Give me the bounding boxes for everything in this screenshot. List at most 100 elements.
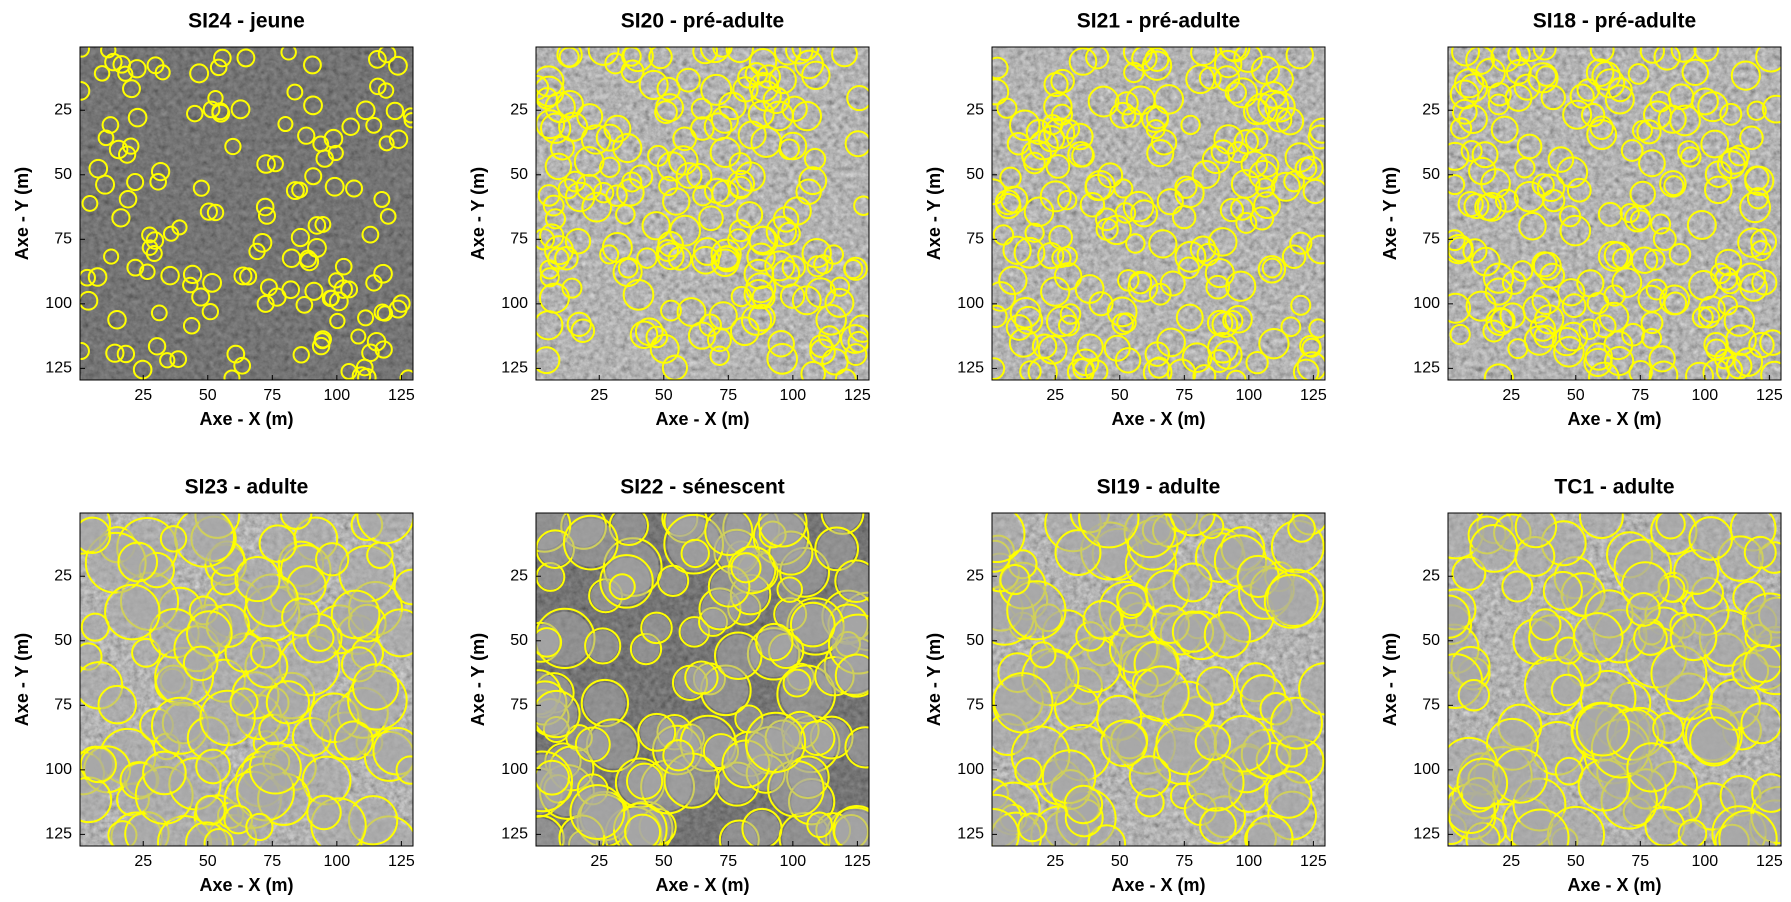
crown-outline (1448, 292, 1472, 324)
crown (536, 629, 560, 656)
crown-outline (744, 62, 769, 86)
crown-outline (1095, 207, 1119, 232)
crown-outline (1539, 262, 1566, 289)
crown (1517, 513, 1555, 546)
crown-outline (377, 47, 397, 64)
crown-outline (1759, 329, 1781, 356)
x-tick-label: 100 (1691, 853, 1718, 870)
crown-outline (1625, 592, 1661, 627)
crown-outline (395, 755, 413, 785)
crown-outline (776, 576, 804, 603)
crown-outline (1159, 270, 1186, 297)
crown-outline (823, 244, 845, 265)
crown-outline (703, 112, 733, 142)
crown (744, 810, 780, 846)
x-axis-label: Axe - X (m) (199, 875, 293, 895)
y-tick-label: 125 (1413, 826, 1440, 843)
x-tick-label: 100 (323, 387, 350, 404)
crown (1016, 759, 1041, 784)
crown-outline (1172, 562, 1213, 603)
x-tick-label: 25 (1502, 387, 1520, 404)
crown (793, 604, 833, 645)
crown-outline (994, 189, 1021, 216)
crown (626, 816, 659, 846)
image-area (1448, 513, 1781, 846)
x-tick-label: 75 (1631, 387, 1649, 404)
crown-outline (1002, 235, 1032, 265)
crown-outline (1700, 129, 1730, 159)
y-tick-label: 125 (1413, 360, 1440, 377)
crown-outline (97, 684, 138, 725)
crown-outline (1739, 191, 1772, 224)
crown-outline (662, 739, 695, 772)
crown (308, 626, 333, 650)
x-tick-label: 50 (1111, 853, 1129, 870)
crown-outline (1292, 358, 1320, 380)
x-tick-label: 75 (719, 853, 737, 870)
crown-outline (1100, 719, 1148, 768)
crown-outline (233, 266, 253, 286)
crown (1692, 719, 1736, 764)
crown-outline (1074, 274, 1105, 304)
crown-outline (280, 47, 297, 61)
crown-outline (105, 343, 125, 363)
crown-outline (764, 250, 796, 282)
crown-outline (345, 179, 364, 198)
panel: 25 50 75 100 125 25 50 75 100 125 SI24 - jeune Axe … (12, 10, 415, 429)
crown-outline (191, 287, 211, 307)
crown-outline (295, 296, 314, 314)
crown-outline (805, 277, 837, 309)
crown-outline (159, 525, 188, 553)
crown-outline (1448, 174, 1466, 196)
x-tick-label: 75 (719, 387, 737, 404)
crown-outline (307, 237, 327, 258)
crown-outline (1536, 173, 1566, 203)
y-tick-label: 25 (54, 567, 72, 584)
crown (1301, 665, 1325, 712)
crown-outline (1718, 809, 1778, 846)
crown-outline (1449, 117, 1473, 140)
crown-outline (1302, 178, 1325, 205)
crown-outline (351, 366, 372, 380)
crown (261, 527, 295, 561)
crown-outline (1585, 58, 1615, 87)
crown-outline (307, 216, 327, 235)
crown-outline (1589, 47, 1615, 63)
crown-outline (1562, 99, 1593, 130)
crown-outline (1648, 345, 1676, 373)
crown-outline (1669, 613, 1718, 662)
crown-outline (1253, 191, 1281, 219)
crown-outline (1009, 297, 1042, 329)
crown-outline (1740, 702, 1781, 745)
crown-outline (1117, 269, 1140, 292)
crown-outline (1592, 314, 1617, 339)
crown-outline (373, 303, 392, 322)
crown-outline (145, 231, 165, 250)
crown-outline (1025, 119, 1052, 145)
chart-title: TC1 - adulte (1554, 476, 1674, 499)
crown-outline (762, 86, 791, 115)
y-tick-label: 75 (1422, 697, 1440, 714)
crown-outline (1037, 242, 1065, 270)
crown-outline (1604, 84, 1635, 115)
crown-outline (1449, 323, 1471, 346)
crown-outline (256, 294, 275, 313)
crown-outline (81, 195, 99, 212)
crown-outline (1296, 351, 1325, 380)
crown (1068, 640, 1119, 690)
crown-outline (101, 116, 120, 134)
axes-frame (991, 512, 1326, 847)
crown-outline (1566, 177, 1592, 203)
crown-outline (1739, 125, 1764, 151)
x-tick-label: 50 (1567, 853, 1585, 870)
crown-outline (1469, 523, 1519, 573)
x-axis-label: Axe - X (m) (1111, 875, 1205, 895)
crown-outline (1510, 808, 1570, 846)
x-tick-label: 25 (590, 387, 608, 404)
crown-outline (1597, 201, 1623, 227)
y-axis-label: Axe - Y (m) (924, 633, 944, 726)
crown (317, 544, 347, 574)
crown-outline (402, 107, 413, 124)
crown-outline (1751, 269, 1778, 296)
crown-outline (1281, 244, 1307, 269)
